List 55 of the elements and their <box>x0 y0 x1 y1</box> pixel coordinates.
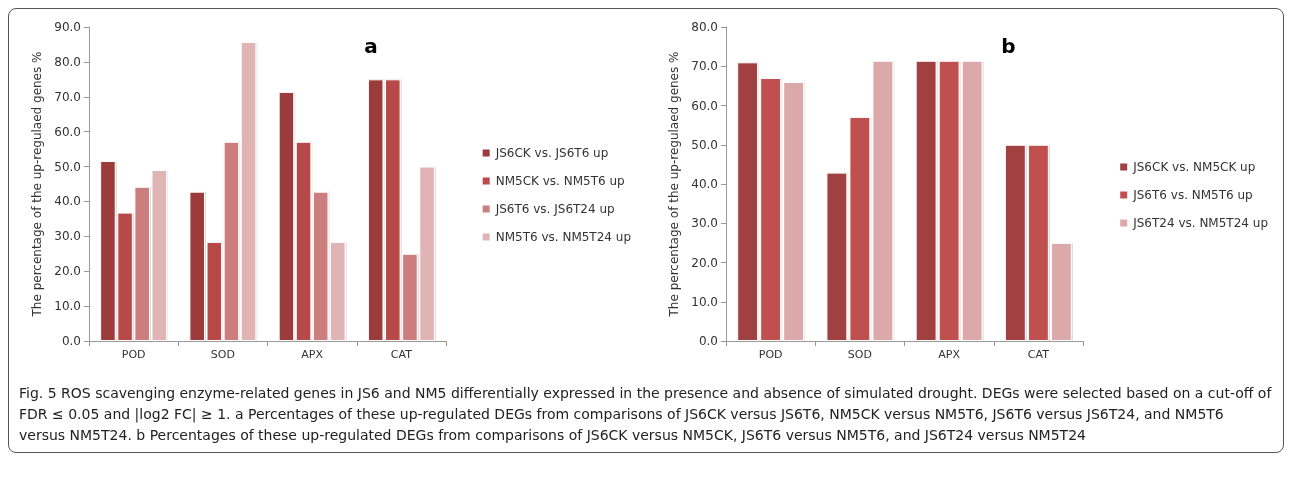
x-tick-label: APX <box>301 348 324 361</box>
y-tick-label: 40.0 <box>54 194 81 209</box>
legend-label: NM5T6 vs. NM5T24 up <box>495 230 631 244</box>
y-tick-label: 60.0 <box>691 98 718 113</box>
x-tick-label: SOD <box>847 348 872 361</box>
bar <box>1004 144 1026 341</box>
legend-label: NM5CK vs. NM5T6 up <box>495 174 625 188</box>
y-tick-label: 50.0 <box>54 159 81 174</box>
x-tick-label: CAT <box>390 348 413 361</box>
x-tick-label: SOD <box>210 348 235 361</box>
y-tick-label: 20.0 <box>691 255 718 270</box>
bar <box>961 60 983 341</box>
y-tick-label: 10.0 <box>691 294 718 309</box>
bar <box>278 91 295 341</box>
bar <box>915 60 937 341</box>
y-tick-label: 70.0 <box>54 89 81 104</box>
y-axis-title: The percentage of the up-regulaed genes % <box>30 51 45 318</box>
bar <box>938 60 960 341</box>
y-tick-label: 30.0 <box>54 229 81 244</box>
x-tick-label: CAT <box>1027 348 1050 361</box>
legend-label: JS6T6 vs. NM5T6 up <box>1132 188 1253 202</box>
y-tick-label: 0.0 <box>698 334 718 348</box>
bar <box>1050 242 1072 341</box>
caption: Fig. 5 ROS scavenging enzyme-related genes in JS6 and NM5 differentially expressed in the presence and absence of simulated drought. DEGs were selected based on a cut-off of FDR ≤ 0.05 and |log2 FC| ≥ 1. a Percentages of these up-regulated DEGs from comparisons of JS6CK versus JS6T6, NM5CK versus NM5T6, JS6T6 versus JS6T24, and NM5T6 versus NM5T24. b Percentages of these up-regulated DEGs from comparisons of JS6CK versus NM5CK, JS6T6 versus NM5T6, and JS6T24 versus NM5T24 <box>18 384 1273 445</box>
bar <box>826 172 848 341</box>
bar <box>872 60 894 341</box>
y-tick-label: 20.0 <box>54 264 81 279</box>
bar <box>295 141 312 341</box>
bar <box>223 141 240 341</box>
chart-title: b <box>1001 34 1016 58</box>
x-tick-label: POD <box>758 348 783 361</box>
x-tick-label: POD <box>121 348 146 361</box>
y-tick-label: 40.0 <box>691 177 718 191</box>
bar <box>783 81 805 341</box>
y-tick-label: 50.0 <box>691 137 718 152</box>
y-tick-label: 90.0 <box>54 20 81 34</box>
x-tick-label: APX <box>938 348 961 361</box>
bar <box>1027 144 1049 341</box>
bar <box>760 78 782 341</box>
y-axis-title: The percentage of the up-regulaed genes % <box>667 51 682 318</box>
bar <box>737 62 759 341</box>
y-tick-label: 10.0 <box>54 299 81 314</box>
bar <box>240 42 257 341</box>
y-tick-label: 60.0 <box>54 124 81 139</box>
legend-label: JS6CK vs. JS6T6 up <box>494 146 609 160</box>
y-tick-label: 80.0 <box>54 54 81 69</box>
y-tick-label: 70.0 <box>691 59 718 74</box>
legend-label: JS6CK vs. NM5CK up <box>1132 160 1256 174</box>
y-tick-label: 80.0 <box>691 20 718 34</box>
y-tick-label: 30.0 <box>691 216 718 231</box>
legend-label: JS6T6 vs. JS6T24 up <box>494 202 615 216</box>
bar <box>849 116 871 341</box>
chart-title: a <box>364 34 378 58</box>
legend-label: JS6T24 vs. NM5T24 up <box>1132 216 1269 230</box>
y-tick-label: 0.0 <box>61 334 81 348</box>
